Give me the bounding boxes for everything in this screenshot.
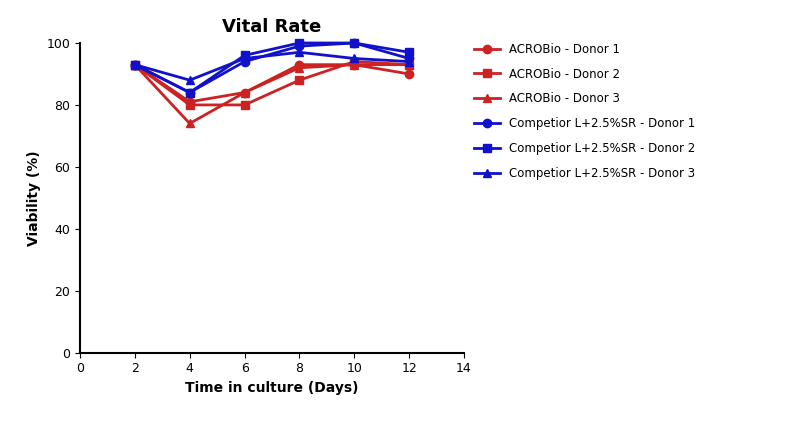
Legend: ACROBio - Donor 1, ACROBio - Donor 2, ACROBio - Donor 3, Competior L+2.5%SR - Do: ACROBio - Donor 1, ACROBio - Donor 2, AC… [474,43,695,180]
X-axis label: Time in culture (Days): Time in culture (Days) [186,381,358,395]
Title: Vital Rate: Vital Rate [222,18,322,36]
Y-axis label: Viability (%): Viability (%) [27,150,41,246]
